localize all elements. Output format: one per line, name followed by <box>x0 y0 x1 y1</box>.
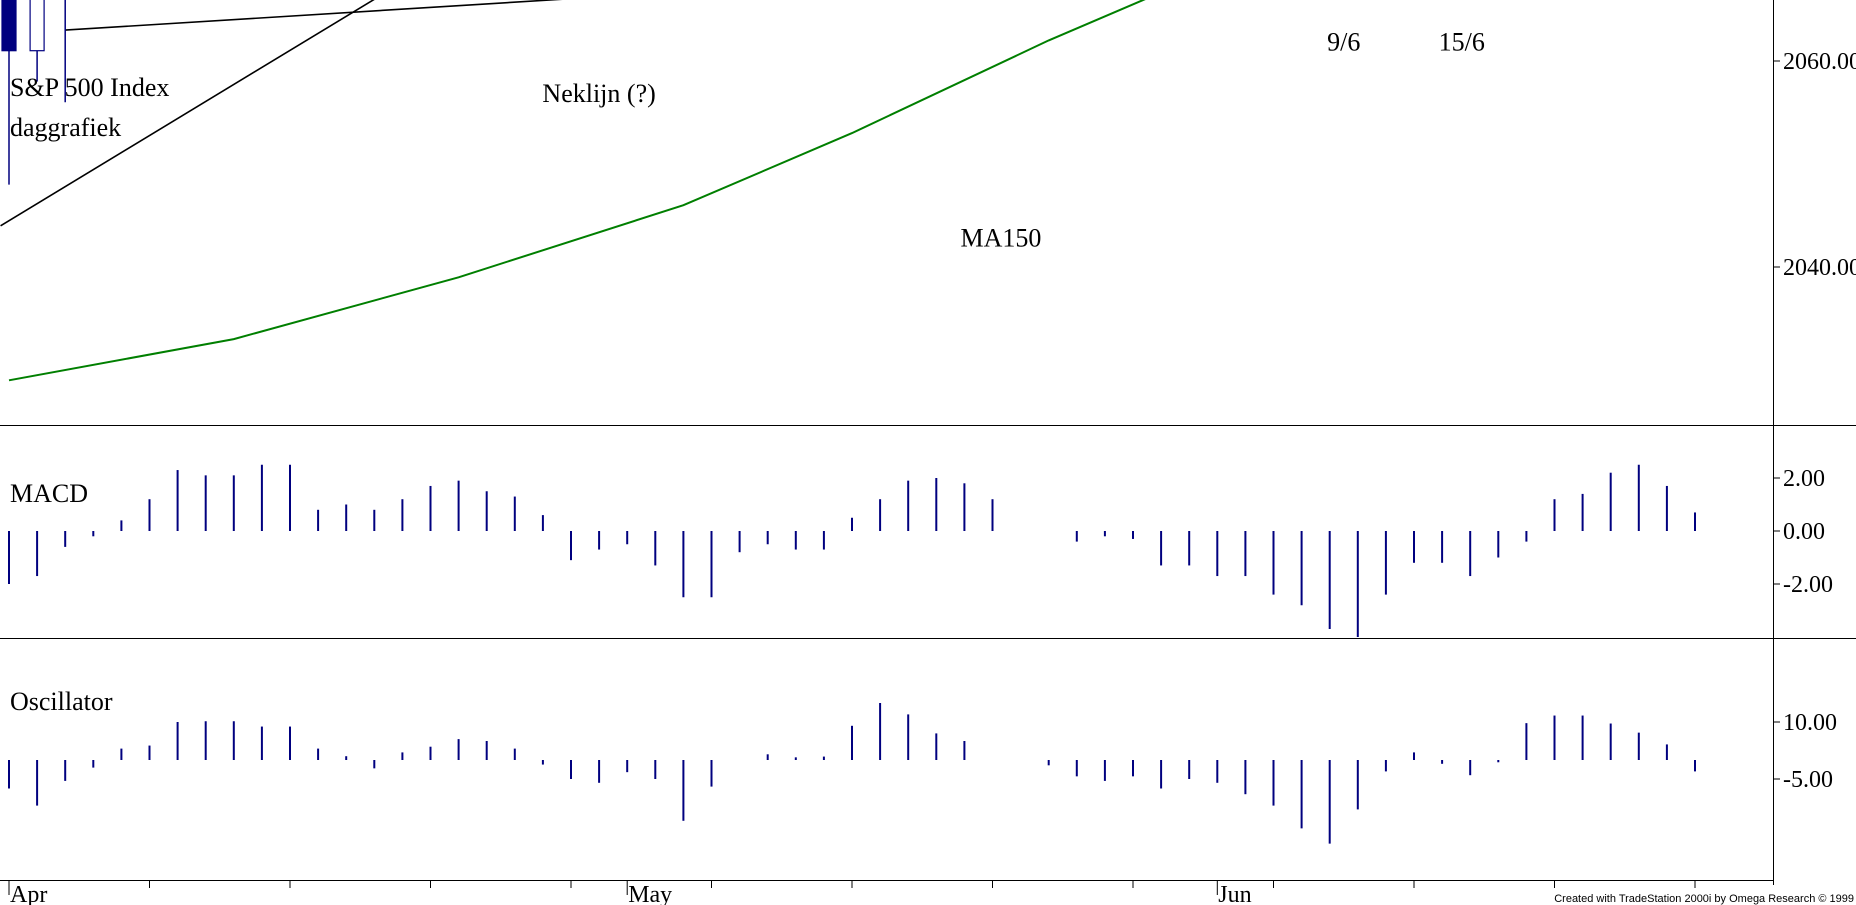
y-tick-label: 10.00 <box>1783 710 1837 736</box>
annotation-15-6: 15/6 <box>1439 28 1485 57</box>
oscillator-y-axis: 10.00 -5.00 <box>1773 710 1837 793</box>
candle <box>64 0 66 103</box>
price-panel: 2140.002120.002100.002080.002060.002040.… <box>0 0 1856 382</box>
candle <box>1 0 17 185</box>
trend-lines <box>0 0 563 227</box>
macd-y-axis: 2.00 0.00 -2.00 <box>1773 466 1833 598</box>
neckline <box>65 0 563 31</box>
annotation-neklijn: Neklijn (?) <box>542 79 655 108</box>
x-month-label: Jun <box>1218 882 1251 905</box>
candlestick-series <box>1 0 66 185</box>
oscillator-histogram <box>8 703 1696 844</box>
credit-text: Created with TradeStation 2000i by Omega… <box>1554 893 1854 905</box>
annotation-ma150: MA150 <box>960 223 1041 252</box>
ma150-line <box>8 0 1146 382</box>
oscillator-panel: 10.00 -5.00 Oscillator <box>8 687 1837 844</box>
candle-body <box>29 0 45 52</box>
chart-title: S&P 500 Index <box>10 73 169 102</box>
candle-body <box>1 0 17 52</box>
annotation-9-6: 9/6 <box>1327 28 1360 57</box>
macd-label: MACD <box>10 479 88 508</box>
macd-histogram <box>8 464 1696 637</box>
y-tick-label: 2.00 <box>1783 466 1825 492</box>
macd-panel: 2.00 0.00 -2.00 MACD <box>8 464 1833 637</box>
y-tick-label: 0.00 <box>1783 519 1825 545</box>
x-month-label: Apr <box>10 882 47 905</box>
y-tick-label: -5.00 <box>1783 767 1833 793</box>
y-tick-label: 2040.00 <box>1783 255 1856 281</box>
chart-frame <box>0 0 1856 885</box>
x-axis: Apr May Jun <box>8 880 1696 905</box>
x-month-label: May <box>628 882 672 905</box>
y-tick-label: 2060.00 <box>1783 49 1856 75</box>
chart-subtitle: daggrafiek <box>10 113 121 142</box>
candle <box>29 0 45 82</box>
price-y-axis: 2140.002120.002100.002080.002060.002040.… <box>1773 49 1856 281</box>
trend-line <box>0 0 375 227</box>
y-tick-label: -2.00 <box>1783 572 1833 598</box>
oscillator-label: Oscillator <box>10 687 113 716</box>
moving-averages <box>8 0 1146 382</box>
